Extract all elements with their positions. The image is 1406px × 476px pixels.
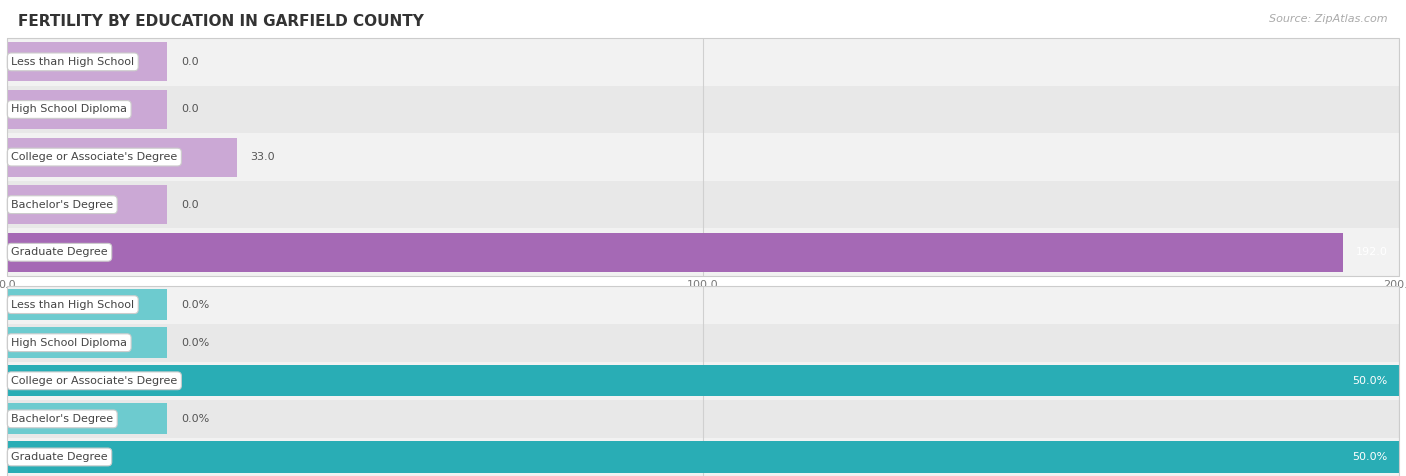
Text: College or Associate's Degree: College or Associate's Degree (11, 152, 177, 162)
Text: 192.0: 192.0 (1355, 247, 1388, 258)
Bar (7, 324, 1399, 362)
Bar (7, 365, 1399, 397)
Text: Graduate Degree: Graduate Degree (11, 452, 108, 462)
Text: 0.0: 0.0 (181, 57, 198, 67)
Text: Less than High School: Less than High School (11, 57, 135, 67)
Bar (7, 181, 1399, 228)
Text: Graduate Degree: Graduate Degree (11, 247, 108, 258)
Text: 0.0%: 0.0% (181, 299, 209, 310)
Text: High School Diploma: High School Diploma (11, 104, 127, 115)
Bar (7, 362, 1399, 400)
Bar (7, 327, 167, 358)
Bar (7, 289, 167, 320)
Text: 0.0%: 0.0% (181, 414, 209, 424)
Bar (7, 86, 1399, 133)
Bar (7, 42, 167, 81)
Bar (7, 438, 1399, 476)
Text: 50.0%: 50.0% (1353, 376, 1388, 386)
Bar (7, 400, 1399, 438)
Bar (7, 403, 167, 435)
Text: 50.0%: 50.0% (1353, 452, 1388, 462)
Text: Bachelor's Degree: Bachelor's Degree (11, 414, 114, 424)
Bar (7, 138, 236, 177)
Bar (7, 286, 1399, 324)
Text: Source: ZipAtlas.com: Source: ZipAtlas.com (1270, 14, 1388, 24)
Bar (7, 38, 1399, 86)
Text: Bachelor's Degree: Bachelor's Degree (11, 199, 114, 210)
Text: Less than High School: Less than High School (11, 299, 135, 310)
Bar (7, 441, 1399, 473)
Bar (7, 133, 1399, 181)
Text: FERTILITY BY EDUCATION IN GARFIELD COUNTY: FERTILITY BY EDUCATION IN GARFIELD COUNT… (18, 14, 425, 30)
Text: High School Diploma: High School Diploma (11, 337, 127, 348)
Text: College or Associate's Degree: College or Associate's Degree (11, 376, 177, 386)
Text: 33.0: 33.0 (250, 152, 276, 162)
Text: 0.0: 0.0 (181, 104, 198, 115)
Bar (7, 228, 1399, 276)
Text: 0.0%: 0.0% (181, 337, 209, 348)
Bar (7, 90, 167, 129)
Text: 0.0: 0.0 (181, 199, 198, 210)
Bar (7, 185, 167, 224)
Bar (7, 233, 1343, 272)
